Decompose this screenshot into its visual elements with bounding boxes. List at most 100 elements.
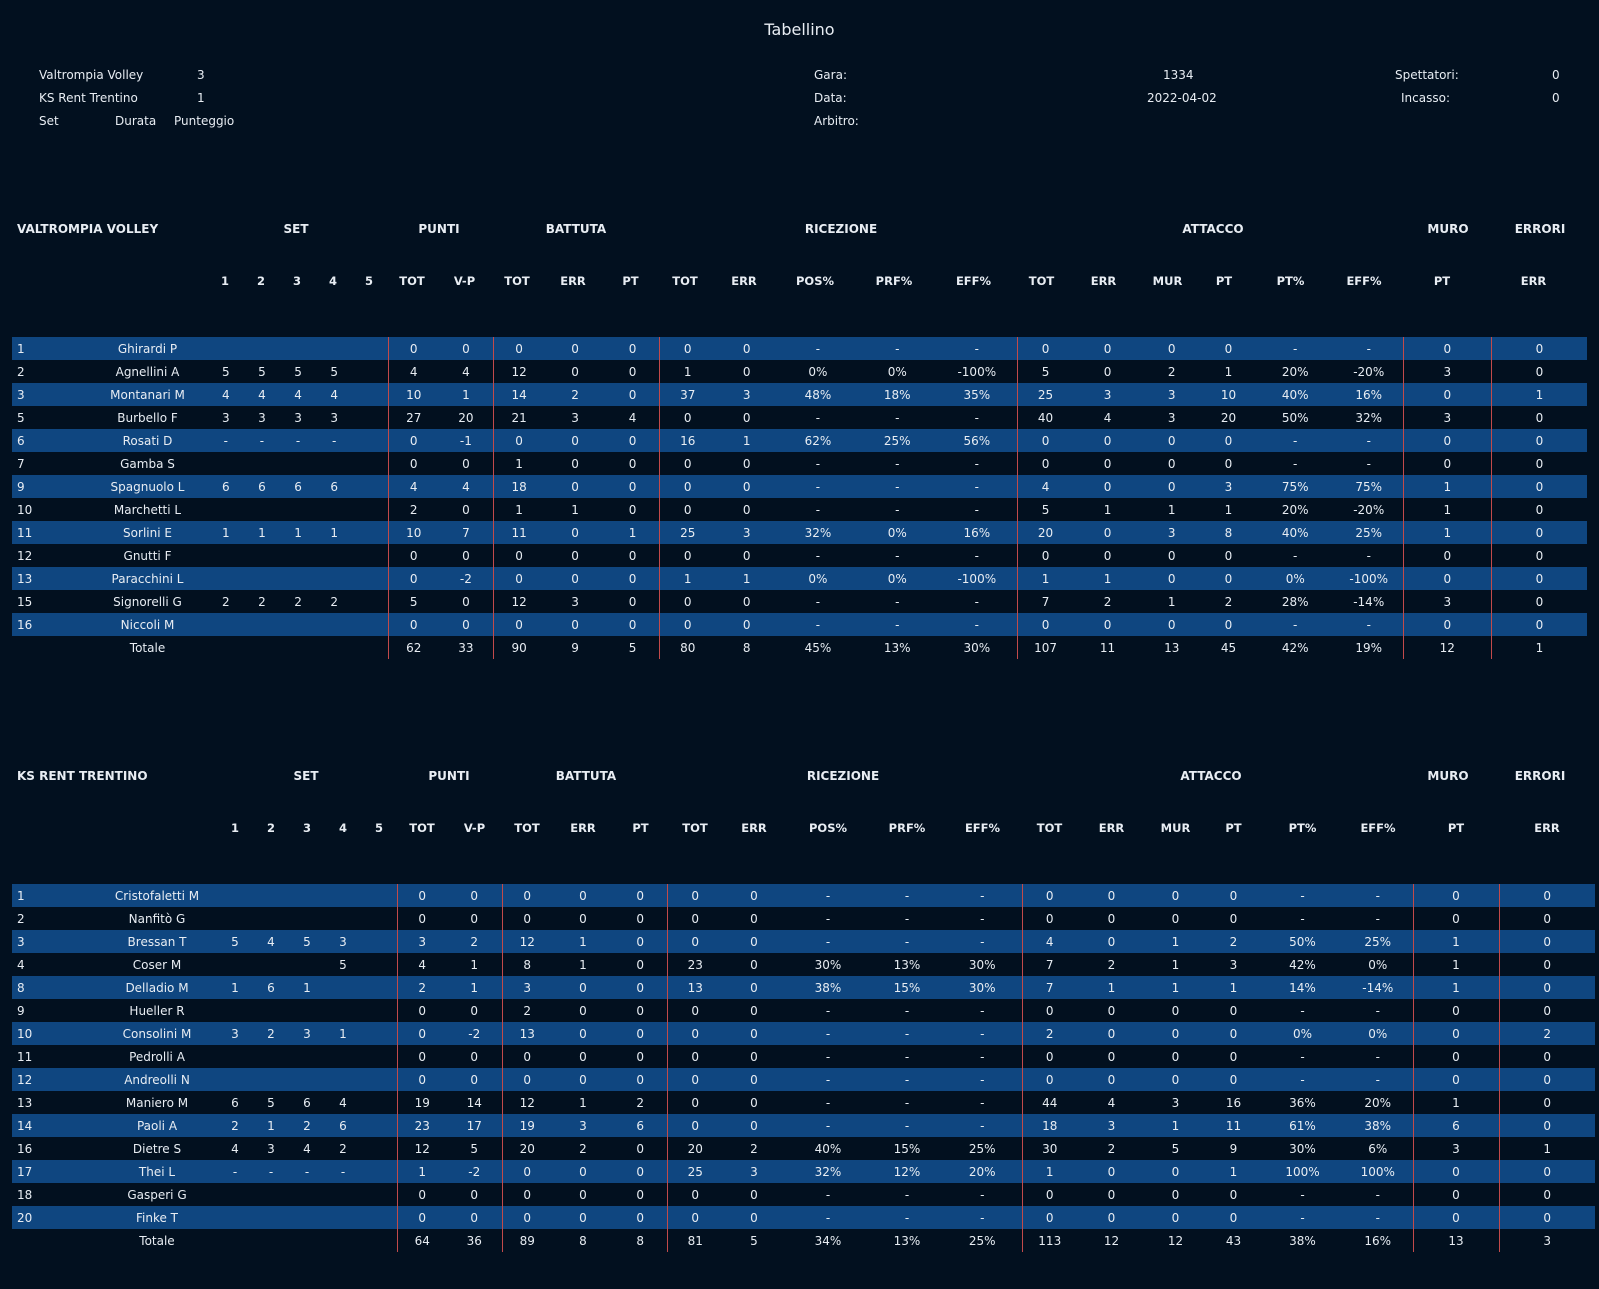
attacco-err: 1 (1103, 502, 1112, 517)
ricezione-err: 0 (750, 1095, 758, 1110)
player-name: Sorlini E (87, 521, 208, 544)
punti-tot: 12 (414, 1141, 430, 1156)
set-4: 2 (339, 1141, 347, 1156)
ricezione-err: 0 (742, 456, 751, 471)
ricezione-prf: 13% (893, 957, 921, 972)
set-1 (217, 1068, 253, 1091)
attacco-eff: -100% (1334, 567, 1404, 590)
set-1: 5 (217, 930, 253, 953)
table-row: 4 Coser M 5 4 1 8 1 0 23 0 30% 13% 30% 7 2 1 3 42% 0% 1 0 (12, 953, 1595, 976)
ricezione-tot: 37 (659, 383, 716, 406)
ricezione-eff: - (936, 406, 1019, 429)
ricezione-eff: -100% (936, 567, 1019, 590)
page-title: Tabellino (764, 20, 835, 39)
column-header-set-5: 5 (364, 274, 374, 288)
punti-vp: -2 (447, 1022, 503, 1045)
ricezione-tot: 0 (667, 930, 723, 953)
player-name: Paoli A (97, 1114, 217, 1137)
punti-tot: 19 (414, 1095, 430, 1110)
player-name: Hueller R (129, 1003, 185, 1018)
ricezione-pos: - (825, 911, 831, 926)
punti-vp: 36 (447, 1229, 503, 1252)
ricezione-prf: - (895, 594, 900, 609)
ricezione-pos: - (785, 1206, 871, 1229)
attacco-mur: 0 (1167, 456, 1176, 471)
attacco-pt: 16 (1225, 1095, 1242, 1110)
table-row: 14 Paoli A 2 1 2 6 23 17 19 3 6 0 0- - -18 3 1 11 61% 38% 6 0 (12, 1114, 1595, 1137)
row-number: 3 (12, 930, 97, 953)
ricezione-eff: 30% (943, 953, 1023, 976)
column-header-ricezione-prf: PRF% (875, 274, 913, 288)
battuta-err: 3 (571, 594, 579, 609)
attacco-tot: 1 (1022, 1160, 1077, 1183)
errori-err: 1 (1543, 1141, 1552, 1156)
table-row: 6 Rosati D - - - -0 -1 0 0 0 16 1 62% 25% 56% 0 0 0 0- -0 0 (12, 429, 1587, 452)
attacco-pt: 0 (1201, 567, 1256, 590)
gara-value: 1334 (1163, 68, 1194, 82)
set-2 (253, 1045, 289, 1068)
ricezione-pos: - (815, 548, 821, 563)
punti-vp: 0 (447, 907, 503, 930)
attacco-err: 0 (1103, 364, 1112, 379)
set-4: 4 (316, 383, 353, 406)
set-2 (253, 1068, 289, 1091)
battuta-tot: 90 (511, 640, 527, 655)
punti-tot: 0 (397, 1068, 447, 1091)
set-5 (361, 953, 398, 976)
set-5 (361, 1022, 398, 1045)
set-2: 4 (243, 383, 280, 406)
set-5 (352, 383, 389, 406)
set-1 (208, 498, 244, 521)
ricezione-eff: - (943, 1206, 1023, 1229)
attacco-eff: - (1343, 907, 1414, 930)
muro-pt: 0 (1403, 544, 1492, 567)
muro-pt: 0 (1413, 1022, 1500, 1045)
battuta-tot: 12 (511, 364, 527, 379)
ricezione-prf: - (904, 1049, 910, 1064)
set-3: 3 (294, 410, 302, 425)
attacco-mur: 1 (1146, 930, 1205, 953)
group-errori: ERRORI (1514, 769, 1566, 783)
ricezione-err: 0 (750, 1187, 758, 1202)
errori-err: 0 (1491, 613, 1587, 636)
attacco-ptpct: 14% (1262, 976, 1343, 999)
battuta-pt: 0 (614, 1045, 668, 1068)
muro-pt: 0 (1413, 907, 1500, 930)
battuta-pt: 0 (606, 475, 660, 498)
ricezione-err: 0 (723, 1114, 785, 1137)
column-header-set-4: 4 (328, 274, 338, 288)
set-2 (244, 452, 280, 475)
attacco-mur: 12 (1167, 1233, 1184, 1248)
ricezione-tot: 1 (659, 567, 716, 590)
punti-vp: 0 (447, 1045, 503, 1068)
set-3 (280, 452, 316, 475)
ricezione-err: 0 (750, 957, 758, 972)
attacco-err: 12 (1103, 1233, 1120, 1248)
home-team-sets: 3 (197, 68, 205, 82)
battuta-pt: 0 (606, 360, 660, 383)
ricezione-eff: - (943, 884, 1023, 907)
set-2: 1 (243, 521, 280, 544)
muro-pt: 0 (1413, 1068, 1500, 1091)
battuta-tot: 3 (502, 976, 552, 999)
column-header-ricezione-err: ERR (741, 821, 767, 835)
set-1: 2 (221, 594, 230, 609)
punti-tot: 0 (397, 884, 447, 907)
column-header-battuta-tot: TOT (504, 274, 530, 288)
muro-pt: 12 (1403, 636, 1492, 659)
attacco-eff: 0% (1343, 953, 1414, 976)
set-2 (253, 884, 289, 907)
battuta-pt: 8 (614, 1229, 668, 1252)
attacco-ptpct: 50% (1281, 410, 1309, 425)
attacco-eff: 32% (1334, 406, 1404, 429)
muro-pt: 0 (1403, 429, 1492, 452)
attacco-mur: 0 (1146, 1206, 1205, 1229)
attacco-eff: 38% (1343, 1114, 1414, 1137)
attacco-tot: 0 (1022, 884, 1077, 907)
attacco-mur: 2 (1167, 364, 1176, 379)
battuta-err: 1 (552, 930, 614, 953)
